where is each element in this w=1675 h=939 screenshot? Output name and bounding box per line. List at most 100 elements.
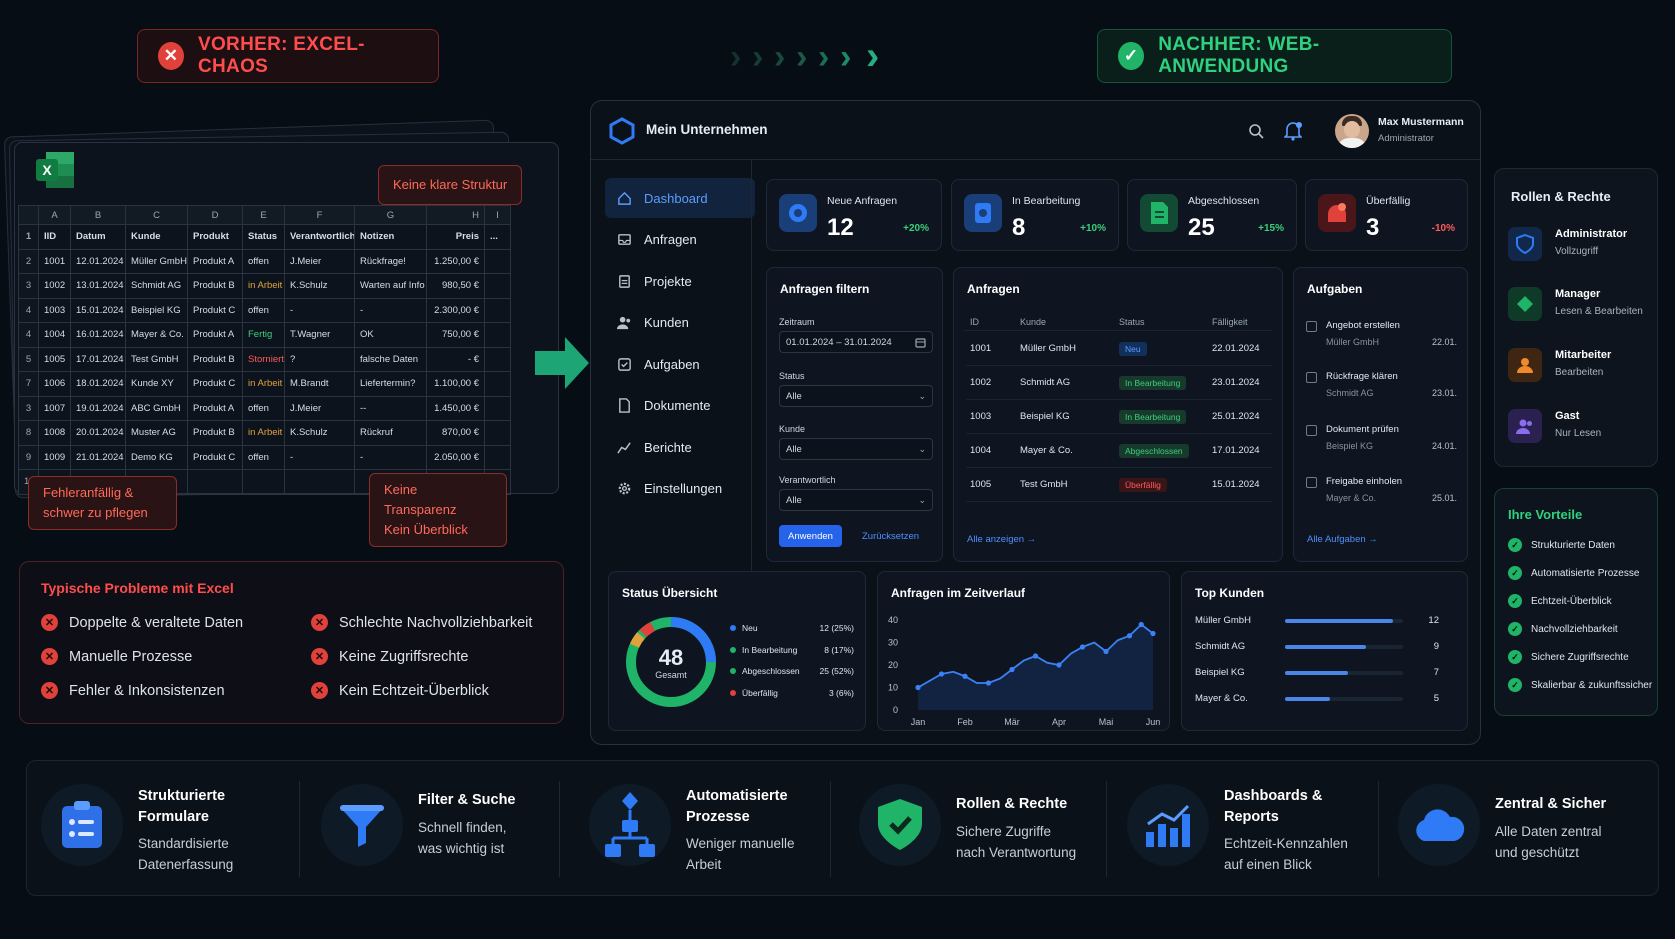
check-icon: ✓ — [1508, 594, 1522, 608]
request-row[interactable]: 1005 Test GmbH Überfällig 15.01.2024 — [966, 468, 1272, 502]
request-row[interactable]: 1001 Müller GmbH Neu 22.01.2024 — [966, 332, 1272, 366]
request-row[interactable]: 1003 Beispiel KG In Bearbeitung 25.01.2024 — [966, 400, 1272, 434]
check-icon: ✓ — [1118, 42, 1145, 70]
feature-desc-line: was wichtig ist — [418, 841, 505, 856]
excel-cell — [484, 395, 511, 421]
stat-change: -10% — [1431, 223, 1455, 234]
excel-cell — [484, 322, 511, 348]
top-customer-row[interactable]: Beispiel KG 7 — [1195, 666, 1457, 680]
task-checkbox[interactable] — [1306, 425, 1317, 436]
role-gast[interactable]: Gast Nur Lesen — [1508, 409, 1648, 449]
feature-title-line: Reports — [1224, 809, 1279, 825]
col-header-due: Fälligkeit — [1212, 317, 1248, 327]
advantage-text: Automatisierte Prozesse — [1531, 567, 1640, 579]
excel-cell: Kunde XY — [125, 371, 188, 397]
stat-card-neue-anfragen[interactable]: Neue Anfragen 12 +20% — [766, 179, 942, 251]
request-row[interactable]: 1002 Schmidt AG In Bearbeitung 23.01.2024 — [966, 366, 1272, 400]
avatar[interactable] — [1335, 114, 1369, 148]
calendar-icon[interactable] — [915, 337, 926, 348]
owner-select[interactable]: Alle ⌄ — [779, 489, 933, 511]
nav-item-anfragen[interactable]: Anfragen — [605, 220, 755, 260]
advantage-item: ✓ Automatisierte Prozesse — [1508, 566, 1639, 580]
apply-button[interactable]: Anwenden — [779, 525, 842, 547]
data-point — [1138, 621, 1144, 628]
bell-icon[interactable] — [1284, 121, 1302, 141]
task-checkbox[interactable] — [1306, 372, 1317, 383]
excel-column-header: D — [187, 205, 243, 225]
nav-item-einstellungen[interactable]: Einstellungen — [605, 469, 755, 509]
request-id: 1003 — [970, 411, 992, 422]
data-point — [1150, 630, 1156, 637]
excel-cell: Demo KG — [125, 444, 188, 470]
advantage-text: Nachvollziehbarkeit — [1531, 623, 1618, 635]
customer-select[interactable]: Alle ⌄ — [779, 438, 933, 460]
role-manager[interactable]: Manager Lesen & Bearbeiten — [1508, 287, 1648, 327]
request-row[interactable]: 1004 Mayer & Co. Abgeschlossen 17.01.2024 — [966, 434, 1272, 468]
y-tick-label: 20 — [888, 660, 898, 670]
excel-row-number: 4 — [18, 297, 39, 323]
nav-item-berichte[interactable]: Berichte — [605, 427, 755, 467]
top-customer-row[interactable]: Mayer & Co. 5 — [1195, 692, 1457, 706]
excel-cell: Produkt B — [187, 273, 243, 299]
task-item[interactable]: Rückfrage klären Schmidt AG 23.01. — [1306, 371, 1457, 403]
select-value: Alle — [786, 494, 802, 506]
feature-desc-line: Echtzeit-Kennzahlen — [1224, 836, 1348, 851]
advantages-panel: Ihre Vorteile ✓ Strukturierte Daten ✓ Auto… — [1494, 488, 1658, 716]
top-customer-row[interactable]: Schmidt AG 9 — [1195, 640, 1457, 654]
excel-cell: Preis — [426, 224, 485, 250]
stat-card-ueberfaellig[interactable]: Überfällig 3 -10% — [1305, 179, 1468, 251]
legend-dot — [730, 668, 736, 674]
date-range-input[interactable]: 01.01.2024 – 31.01.2024 — [779, 331, 933, 353]
feature-title-line: Dashboards & — [1224, 788, 1323, 804]
legend-value: 3 (6%) — [828, 687, 854, 698]
feature-desc-line: Schnell finden, — [418, 820, 507, 835]
feature-title-line: Rollen & Rechte — [956, 796, 1068, 812]
problem-item: ✕ Doppelte & veraltete Daten — [41, 614, 243, 631]
excel-cell: 1007 — [38, 395, 71, 421]
nav-item-projekte[interactable]: Projekte — [605, 261, 755, 301]
excel-cell: Status — [242, 224, 285, 250]
feature-roles: Rollen & Rechte Sichere Zugriffe nach Ver… — [845, 761, 1115, 897]
role-mitarbeiter[interactable]: Mitarbeiter Bearbeiten — [1508, 348, 1648, 388]
excel-cell: Produkt C — [187, 371, 243, 397]
task-item[interactable]: Dokument prüfen Beispiel KG 24.01. — [1306, 424, 1457, 456]
home-icon — [618, 191, 631, 205]
task-checkbox[interactable] — [1306, 477, 1317, 488]
task-title: Rückfrage klären — [1326, 371, 1398, 382]
show-all-tasks-link[interactable]: Alle Aufgaben → — [1307, 534, 1378, 545]
excel-column-header: E — [242, 205, 285, 225]
request-id: 1005 — [970, 479, 992, 490]
role-administrator[interactable]: Administrator Vollzugriff — [1508, 227, 1648, 267]
transform-arrow-icon — [535, 337, 589, 389]
y-tick-label: 40 — [888, 615, 898, 625]
stat-card-in-bearbeitung[interactable]: In Bearbeitung 8 +10% — [951, 179, 1119, 251]
stat-card-abgeschlossen[interactable]: Abgeschlossen 25 +15% — [1127, 179, 1297, 251]
nav-label: Projekte — [644, 273, 692, 289]
excel-logo-icon: X — [36, 152, 74, 188]
reset-button[interactable]: Zurücksetzen — [861, 530, 920, 542]
customer-bar — [1285, 697, 1330, 701]
show-all-requests-link[interactable]: Alle anzeigen → — [967, 534, 1037, 545]
nav-item-kunden[interactable]: Kunden — [605, 303, 755, 343]
user-role: Administrator — [1378, 133, 1434, 144]
task-checkbox[interactable] — [1306, 321, 1317, 332]
customer-filter-label: Kunde — [779, 424, 806, 434]
x-tick-label: Jan — [911, 717, 926, 727]
task-item[interactable]: Freigabe einholen Mayer & Co. 25.01. — [1306, 476, 1457, 508]
role-desc: Bearbeiten — [1555, 367, 1604, 378]
excel-cell: 12.01.2024 — [70, 248, 126, 274]
legend-value: 8 (17%) — [824, 644, 854, 655]
nav-item-aufgaben[interactable]: Aufgaben — [605, 344, 755, 384]
status-select[interactable]: Alle ⌄ — [779, 385, 933, 407]
nav-item-dashboard[interactable]: Dashboard — [605, 178, 755, 218]
excel-cell: 15.01.2024 — [70, 297, 126, 323]
top-customer-row[interactable]: Müller GmbH 12 — [1195, 614, 1457, 628]
donut-total: 48 — [658, 645, 684, 670]
requests-line-chart: 0 10 20 30 40 Jan Feb Mär Apr Mai Jun — [888, 615, 1160, 727]
nav-item-dokumente[interactable]: Dokumente — [605, 386, 755, 426]
role-desc: Vollzugriff — [1555, 246, 1599, 257]
excel-cell: offen — [242, 297, 285, 323]
search-icon[interactable] — [1248, 123, 1264, 139]
task-item[interactable]: Angebot erstellen Müller GmbH 22.01. — [1306, 320, 1457, 352]
legend-label: Neu — [742, 623, 758, 633]
